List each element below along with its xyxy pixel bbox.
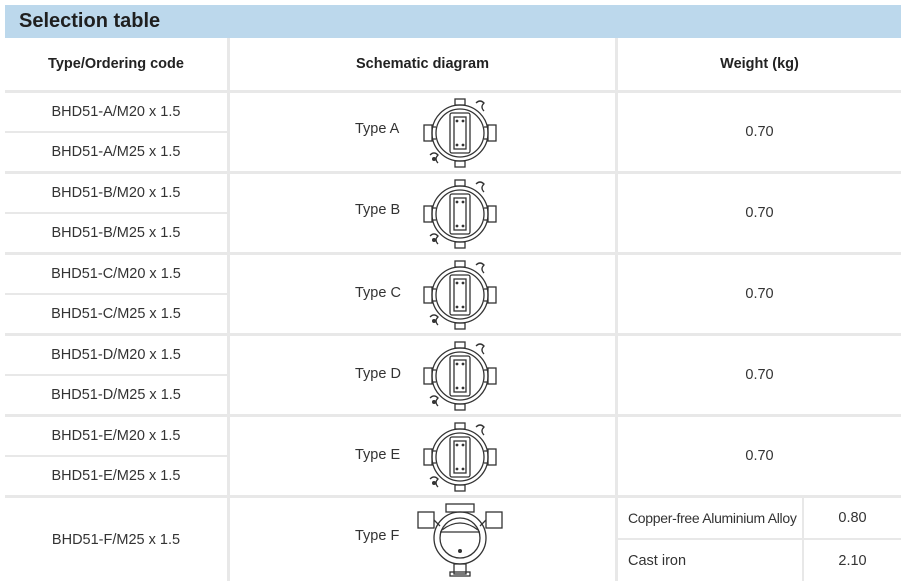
type-label: Type B (355, 202, 401, 218)
material-weight: 2.10 (804, 540, 901, 581)
weight-cell: 0.70 (618, 336, 901, 414)
code-cell: BHD51-B/M25 x 1.5 (5, 214, 227, 252)
enclosure-diagram-a (423, 98, 497, 168)
weight-cell: 0.70 (618, 255, 901, 333)
weight-cell: 0.70 (618, 174, 901, 252)
section-title-bar: Selection table (5, 5, 901, 38)
weight-cell: 0.70 (618, 417, 901, 495)
diagram-cell: Type D (230, 336, 615, 414)
weight-cell: 0.70 (618, 93, 901, 171)
enclosure-diagram-e (423, 422, 497, 492)
code-cell: BHD51-D/M25 x 1.5 (5, 376, 227, 414)
diagram-cell: Type A (230, 93, 615, 171)
diagram-cell: Type F (230, 498, 615, 581)
material-name: Cast iron (628, 552, 687, 569)
type-label: Type F (355, 528, 400, 544)
diagram-cell: Type C (230, 255, 615, 333)
material-name: Copper-free Aluminium Alloy (628, 510, 797, 526)
type-label: Type C (355, 285, 401, 301)
type-label: Type A (355, 121, 400, 137)
type-label: Type D (355, 366, 401, 382)
material-weight: 0.80 (804, 498, 901, 538)
code-cell: BHD51-D/M20 x 1.5 (5, 336, 227, 374)
header-code: Type/Ordering code (5, 38, 227, 90)
enclosure-diagram-f (417, 503, 503, 577)
code-cell: BHD51-B/M20 x 1.5 (5, 174, 227, 212)
material-cell: Copper-free Aluminium Alloy (618, 498, 802, 538)
code-cell: BHD51-A/M20 x 1.5 (5, 93, 227, 131)
diagram-cell: Type B (230, 174, 615, 252)
code-cell: BHD51-F/M25 x 1.5 (5, 498, 227, 581)
code-cell: BHD51-C/M20 x 1.5 (5, 255, 227, 293)
enclosure-diagram-c (423, 260, 497, 330)
section-title: Selection table (19, 10, 161, 32)
enclosure-diagram-d (423, 341, 497, 411)
header-weight: Weight (kg) (618, 38, 901, 90)
code-cell: BHD51-A/M25 x 1.5 (5, 133, 227, 171)
code-cell: BHD51-E/M20 x 1.5 (5, 417, 227, 455)
enclosure-diagram-b (423, 179, 497, 249)
selection-table: Type/Ordering code Schematic diagram Wei… (5, 38, 901, 581)
diagram-cell: Type E (230, 417, 615, 495)
material-cell: Cast iron (618, 540, 802, 581)
type-label: Type E (355, 447, 401, 463)
code-cell: BHD51-E/M25 x 1.5 (5, 457, 227, 495)
code-cell: BHD51-C/M25 x 1.5 (5, 295, 227, 333)
header-diagram: Schematic diagram (230, 38, 615, 90)
